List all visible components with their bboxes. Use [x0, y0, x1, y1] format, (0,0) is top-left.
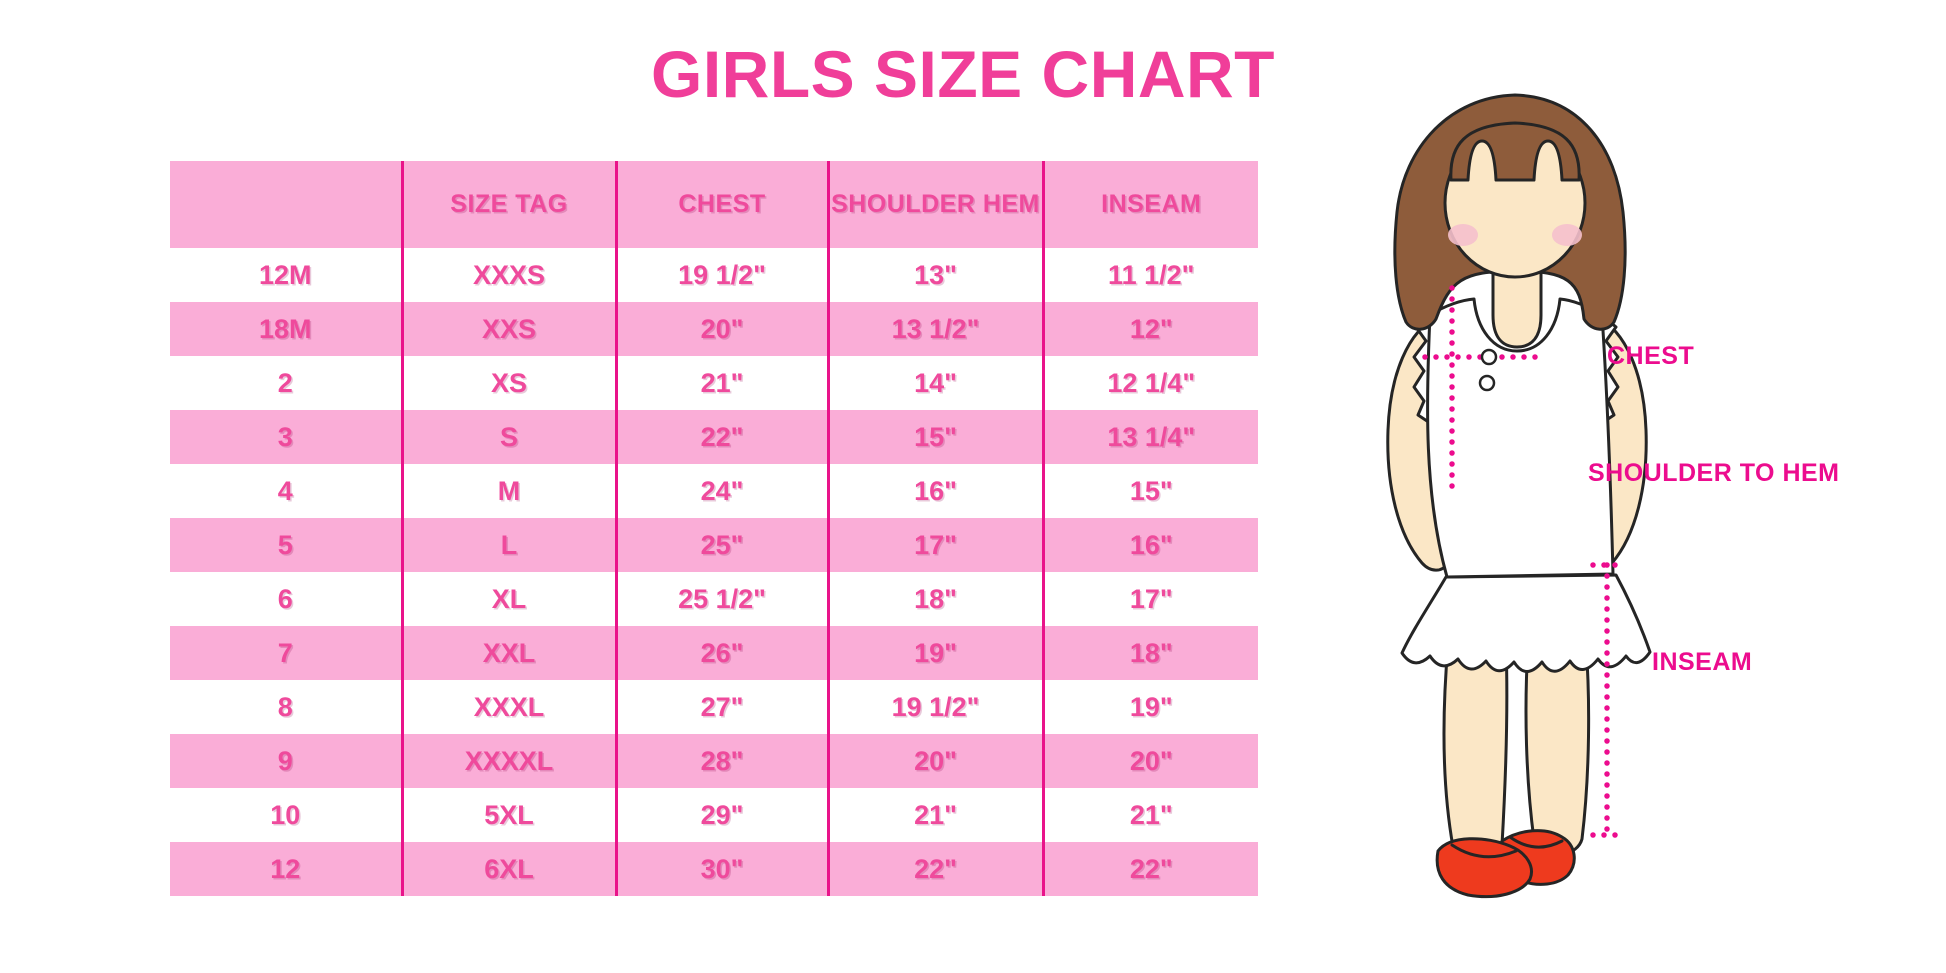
- inseam-measurement-label: INSEAM: [1652, 648, 1753, 676]
- table-cell: 30": [614, 842, 828, 896]
- table-cell: 5: [170, 518, 402, 572]
- table-cell: 22": [614, 410, 828, 464]
- table-row: 2 XS 21" 14" 12 1/4": [170, 356, 1258, 410]
- table-cell: 4: [170, 464, 402, 518]
- table-cell: 12: [170, 842, 402, 896]
- table-cell: XS: [400, 356, 616, 410]
- size-chart-table: SIZE TAG CHEST SHOULDER HEM INSEAM 12M XX…: [170, 161, 1258, 896]
- table-cell: 18": [1041, 626, 1258, 680]
- table-cell: 16": [1041, 518, 1258, 572]
- table-cell: 21": [826, 788, 1043, 842]
- table-cell: S: [400, 410, 616, 464]
- table-cell: 27": [614, 680, 828, 734]
- table-cell: 12M: [170, 248, 402, 302]
- table-cell: 6: [170, 572, 402, 626]
- table-cell: 12": [1041, 302, 1258, 356]
- table-cell: XL: [400, 572, 616, 626]
- size-table-body: 12M XXXS 19 1/2" 13" 11 1/2" 18M XXS 20" 13 1/2"…: [170, 248, 1258, 896]
- table-header-row: SIZE TAG CHEST SHOULDER HEM INSEAM: [170, 161, 1258, 248]
- table-row: 6 XL 25 1/2" 18" 17": [170, 572, 1258, 626]
- table-cell: 17": [826, 518, 1043, 572]
- table-cell: 19 1/2": [826, 680, 1043, 734]
- table-cell: 6XL: [400, 842, 616, 896]
- table-row: 3 S 22" 15" 13 1/4": [170, 410, 1258, 464]
- girl-shoes: [1435, 829, 1576, 899]
- girl-figure-illustration: [1386, 93, 1652, 899]
- table-header-cell-chest: CHEST: [614, 161, 828, 248]
- table-cell: 13 1/4": [1041, 410, 1258, 464]
- table-header-cell-shoulder-hem: SHOULDER HEM: [826, 161, 1043, 248]
- table-row: 12M XXXS 19 1/2" 13" 11 1/2": [170, 248, 1258, 302]
- table-cell: 25": [614, 518, 828, 572]
- table-cell: 14": [826, 356, 1043, 410]
- table-cell: 16": [826, 464, 1043, 518]
- table-cell: 21": [1041, 788, 1258, 842]
- girl-top-buttons: [1478, 348, 1498, 392]
- page-title: GIRLS SIZE CHART: [650, 37, 1275, 111]
- table-cell: 12 1/4": [1041, 356, 1258, 410]
- table-cell: 5XL: [400, 788, 616, 842]
- table-cell: 18M: [170, 302, 402, 356]
- table-cell: 20": [826, 734, 1043, 788]
- girl-legs: [1442, 643, 1591, 863]
- table-cell: 2: [170, 356, 402, 410]
- table-cell: 10: [170, 788, 402, 842]
- chest-measurement-label: CHEST: [1607, 342, 1695, 370]
- table-cell: 15": [1041, 464, 1258, 518]
- table-row: 4 M 24" 16" 15": [170, 464, 1258, 518]
- girl-cheeks: [1448, 224, 1582, 246]
- table-cell: 20": [1041, 734, 1258, 788]
- table-cell: 11 1/2": [1041, 248, 1258, 302]
- table-cell: L: [400, 518, 616, 572]
- table-cell: 28": [614, 734, 828, 788]
- table-row: 10 5XL 29" 21" 21": [170, 788, 1258, 842]
- table-cell: 19": [1041, 680, 1258, 734]
- table-cell: 3: [170, 410, 402, 464]
- table-row: 8 XXXL 27" 19 1/2" 19": [170, 680, 1258, 734]
- table-cell: 13": [826, 248, 1043, 302]
- table-row: 18M XXS 20" 13 1/2" 12": [170, 302, 1258, 356]
- table-cell: 19 1/2": [614, 248, 828, 302]
- table-cell: 17": [1041, 572, 1258, 626]
- table-cell: 25 1/2": [614, 572, 828, 626]
- table-row: 7 XXL 26" 19" 18": [170, 626, 1258, 680]
- table-cell: 7: [170, 626, 402, 680]
- table-cell: 24": [614, 464, 828, 518]
- table-cell: XXS: [400, 302, 616, 356]
- table-cell: 9: [170, 734, 402, 788]
- table-header-cell-inseam: INSEAM: [1041, 161, 1258, 248]
- shoulder-to-hem-measurement-label: SHOULDER TO HEM: [1588, 459, 1840, 487]
- table-cell: M: [400, 464, 616, 518]
- table-cell: 13 1/2": [826, 302, 1043, 356]
- inseam-measure-line: [1590, 562, 1624, 838]
- table-row: 5 L 25" 17" 16": [170, 518, 1258, 572]
- table-row: 12 6XL 30" 22" 22": [170, 842, 1258, 896]
- table-cell: 18": [826, 572, 1043, 626]
- girl-bangs: [1449, 121, 1581, 182]
- girl-skirt: [1400, 573, 1652, 673]
- table-header-cell-size-tag: SIZE TAG: [400, 161, 616, 248]
- table-header-cell-size: [170, 161, 402, 248]
- table-cell: XXXXL: [400, 734, 616, 788]
- table-cell: 19": [826, 626, 1043, 680]
- table-cell: 8: [170, 680, 402, 734]
- table-cell: 22": [1041, 842, 1258, 896]
- table-row: 9 XXXXL 28" 20" 20": [170, 734, 1258, 788]
- table-cell: 20": [614, 302, 828, 356]
- table-cell: XXXS: [400, 248, 616, 302]
- table-cell: 22": [826, 842, 1043, 896]
- table-cell: 21": [614, 356, 828, 410]
- table-cell: XXL: [400, 626, 616, 680]
- table-cell: XXXL: [400, 680, 616, 734]
- table-cell: 29": [614, 788, 828, 842]
- table-cell: 15": [826, 410, 1043, 464]
- table-cell: 26": [614, 626, 828, 680]
